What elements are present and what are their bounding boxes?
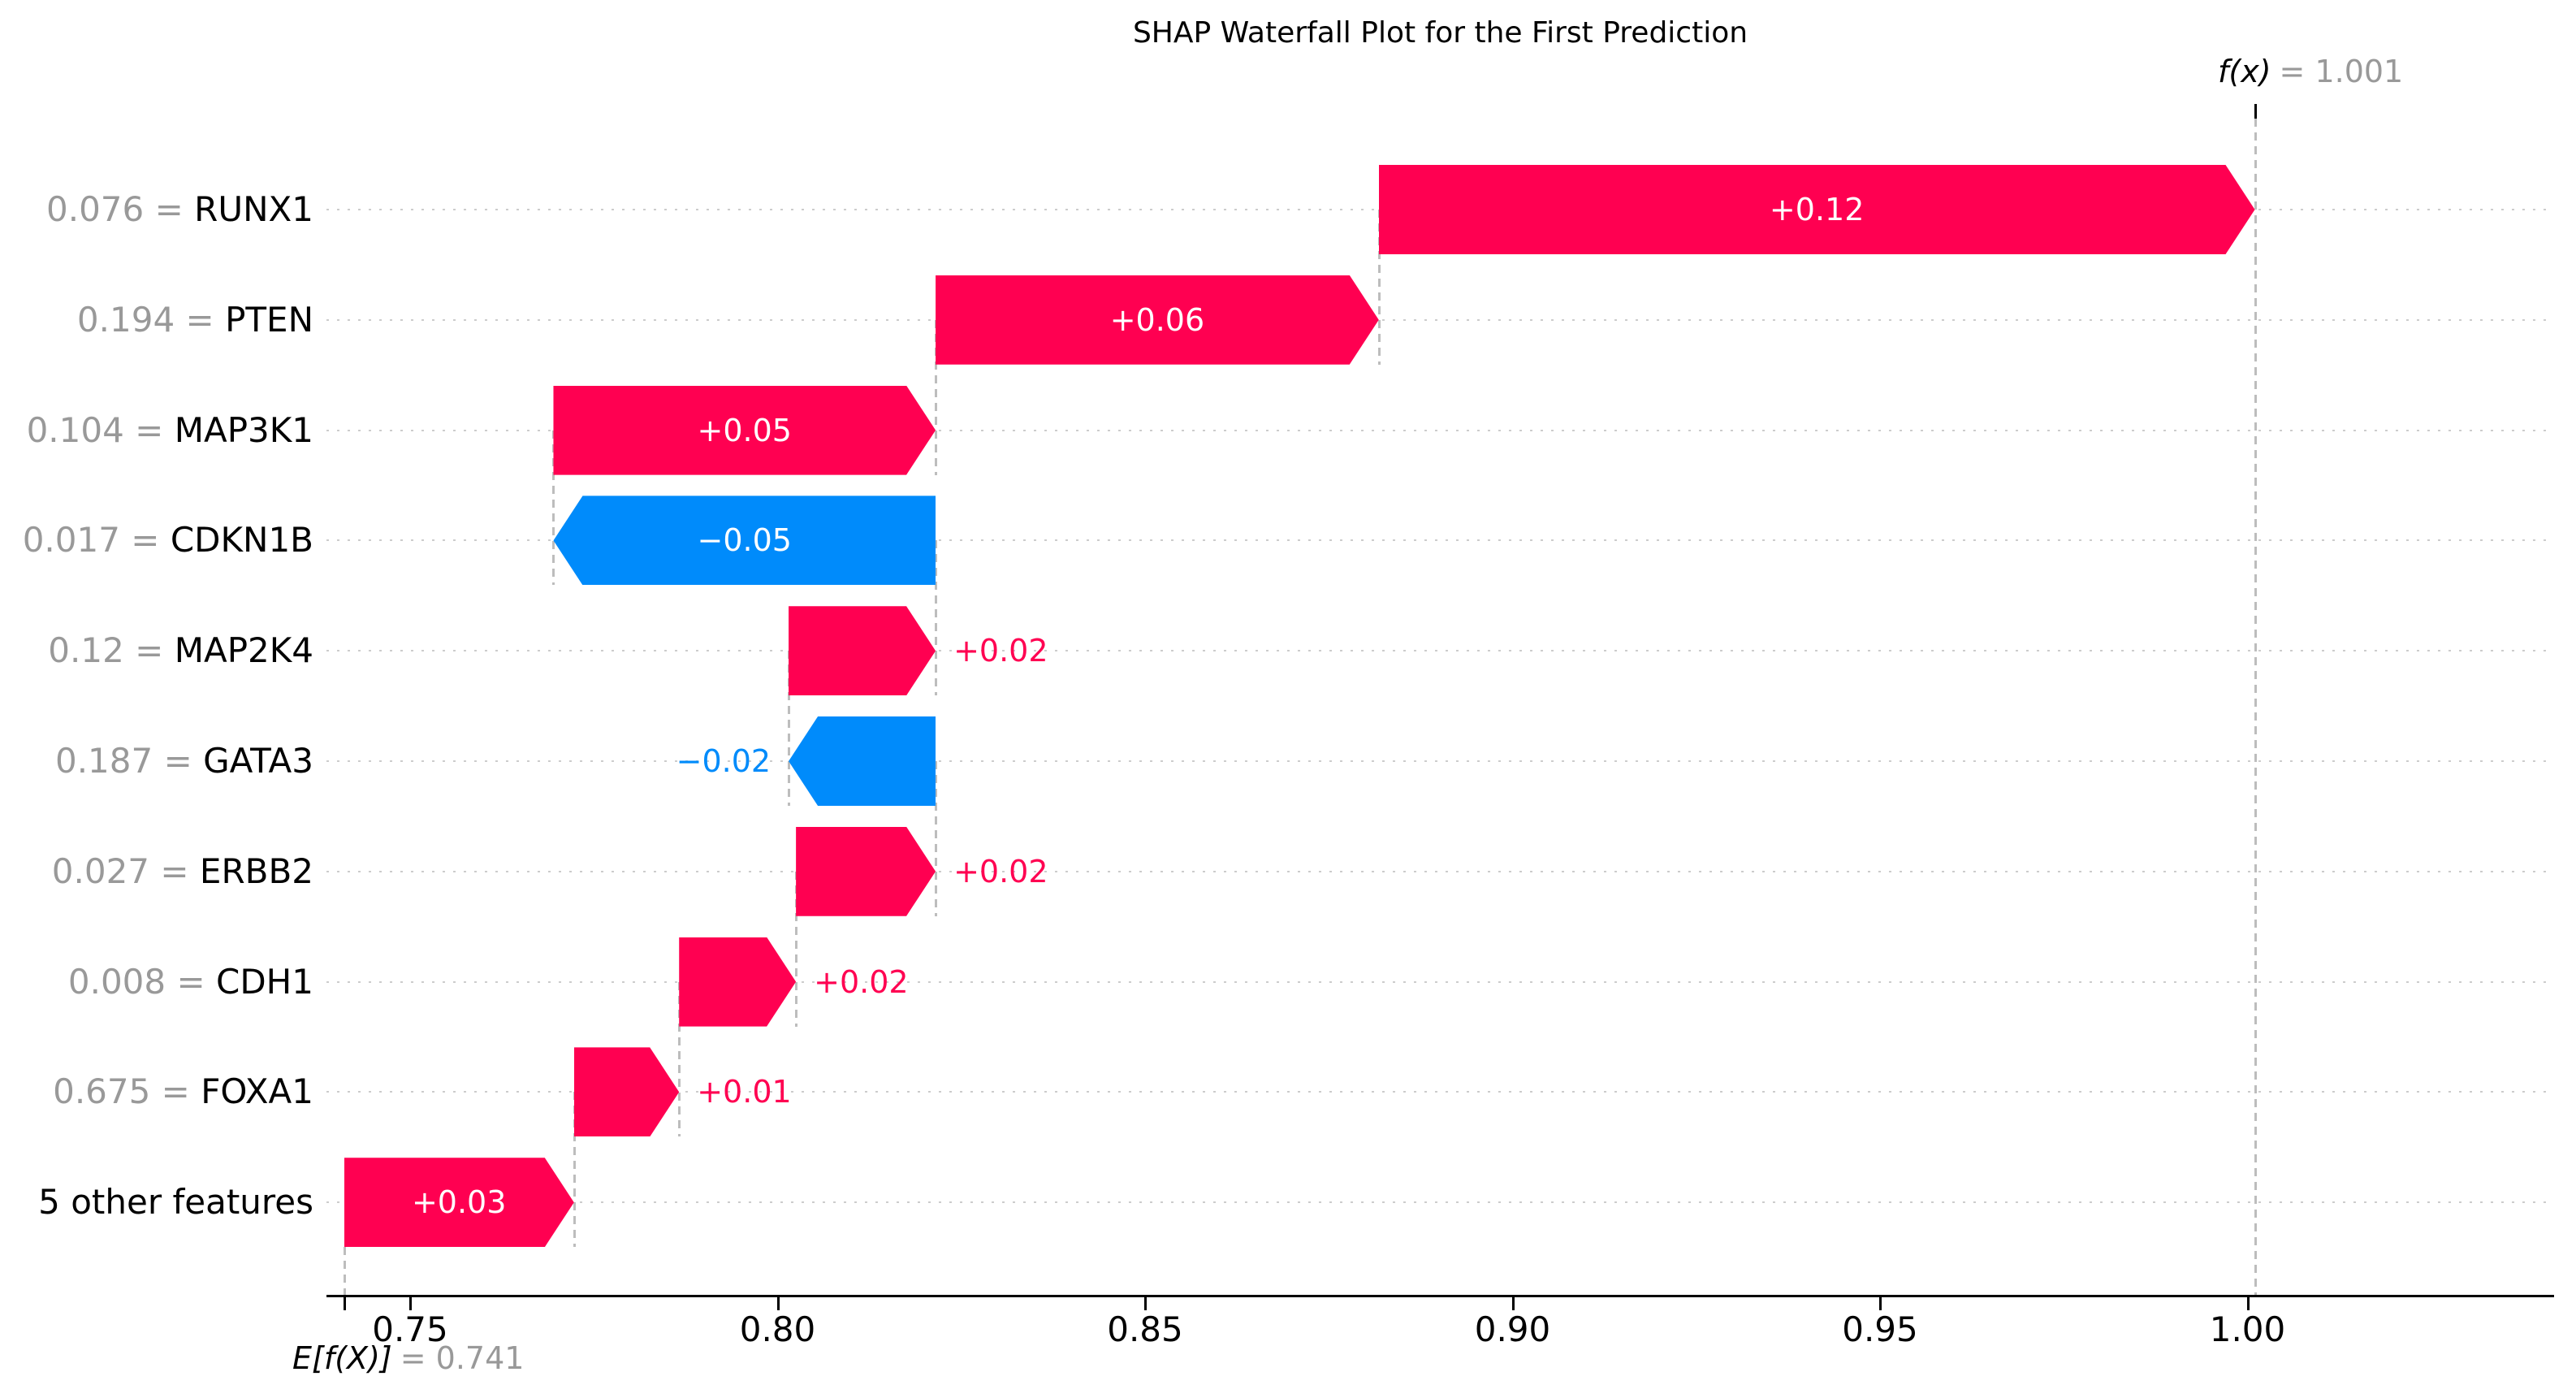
row-gridline bbox=[326, 980, 2554, 983]
feature-value-text: 0.187 = bbox=[54, 741, 204, 781]
connector-dashed-line bbox=[788, 651, 791, 806]
connector-dashed-line bbox=[1377, 210, 1381, 365]
row-gridline bbox=[326, 650, 2554, 652]
x-axis-tick-label: 0.75 bbox=[372, 1309, 448, 1349]
connector-dashed-line bbox=[935, 319, 938, 475]
connector-dashed-line bbox=[573, 1092, 576, 1248]
row-gridline bbox=[326, 1091, 2554, 1093]
feature-label: 0.104 = MAP3K1 bbox=[0, 406, 313, 455]
row-gridline bbox=[326, 870, 2554, 872]
feature-value-text: 0.194 = bbox=[76, 299, 226, 340]
shap-value-label: −0.05 bbox=[697, 522, 792, 559]
shap-value-label: +0.01 bbox=[697, 1074, 792, 1110]
fx-dashed-line bbox=[2254, 119, 2257, 1295]
ef-annotation: E[f(X)] = 0.741 bbox=[292, 1340, 524, 1376]
feature-value-text: 0.076 = bbox=[46, 189, 195, 229]
x-axis-tick bbox=[409, 1297, 412, 1310]
feature-value-text: 0.675 = bbox=[53, 1071, 201, 1112]
feature-name-text: FOXA1 bbox=[201, 1071, 313, 1112]
x-axis-tick-label: 1.00 bbox=[2209, 1309, 2286, 1349]
feature-name-text: GATA3 bbox=[203, 741, 313, 781]
negative-shap-bar bbox=[553, 496, 936, 586]
feature-label: 0.076 = RUNX1 bbox=[0, 185, 313, 234]
ef-annotation-name: E[f(X)] bbox=[292, 1340, 392, 1376]
feature-label: 0.12 = MAP2K4 bbox=[0, 626, 313, 675]
shap-value-label: +0.05 bbox=[697, 412, 792, 448]
positive-shap-bar bbox=[796, 827, 936, 916]
feature-name-text: MAP3K1 bbox=[174, 409, 313, 450]
connector-dashed-line bbox=[795, 871, 798, 1027]
feature-name-text: CDKN1B bbox=[170, 520, 313, 560]
fx-annotation-name: f(x) bbox=[2218, 54, 2271, 89]
chart-title: SHAP Waterfall Plot for the First Predic… bbox=[1132, 16, 1748, 50]
x-axis-tick bbox=[1511, 1297, 1515, 1310]
negative-shap-bar bbox=[789, 716, 936, 806]
feature-value-text: 0.008 = bbox=[67, 961, 217, 1002]
x-axis-tick bbox=[776, 1297, 780, 1310]
shap-value-label: +0.06 bbox=[1109, 301, 1205, 338]
feature-label: 0.675 = FOXA1 bbox=[0, 1067, 313, 1116]
connector-dashed-line bbox=[935, 540, 938, 696]
ef-annotation-value: = 0.741 bbox=[400, 1340, 525, 1376]
row-gridline bbox=[326, 318, 2554, 321]
feature-name-text: ERBB2 bbox=[199, 850, 313, 891]
shap-value-label: +0.02 bbox=[953, 853, 1048, 889]
x-axis-tick bbox=[1144, 1297, 1147, 1310]
connector-dashed-line bbox=[552, 430, 555, 586]
feature-label: 0.017 = CDKN1B bbox=[0, 516, 313, 565]
positive-shap-bar bbox=[1379, 165, 2255, 254]
feature-name-text: 5 other features bbox=[38, 1182, 313, 1223]
ef-bottom-tick bbox=[343, 1297, 346, 1310]
feature-value-text: 0.104 = bbox=[26, 409, 175, 450]
row-gridline bbox=[326, 1201, 2554, 1204]
shap-value-label: −0.02 bbox=[676, 743, 772, 779]
x-axis-tick bbox=[2246, 1297, 2250, 1310]
connector-dashed-line bbox=[935, 761, 938, 916]
fx-annotation: f(x) = 1.001 bbox=[2218, 54, 2403, 89]
fx-top-tick bbox=[2254, 104, 2257, 119]
ef-dashed-line bbox=[343, 1247, 346, 1295]
feature-value-text: 0.12 = bbox=[48, 630, 175, 671]
row-gridline bbox=[326, 760, 2554, 762]
feature-value-text: 0.017 = bbox=[22, 520, 171, 560]
shap-value-label: +0.02 bbox=[814, 963, 909, 1000]
x-axis-tick bbox=[1879, 1297, 1882, 1310]
connector-dashed-line bbox=[678, 981, 681, 1137]
positive-shap-bar bbox=[936, 275, 1379, 365]
positive-shap-bar bbox=[553, 386, 936, 475]
feature-name-text: RUNX1 bbox=[194, 189, 313, 229]
feature-name-text: PTEN bbox=[225, 299, 313, 340]
x-axis-tick-label: 0.95 bbox=[1842, 1309, 1918, 1349]
feature-label: 0.194 = PTEN bbox=[0, 296, 313, 344]
positive-shap-bar bbox=[344, 1158, 574, 1247]
x-axis-tick-label: 0.85 bbox=[1107, 1309, 1183, 1349]
feature-label: 0.027 = ERBB2 bbox=[0, 847, 313, 896]
x-axis-tick-label: 0.90 bbox=[1474, 1309, 1551, 1349]
x-axis-line bbox=[326, 1295, 2554, 1297]
fx-annotation-value: = 1.001 bbox=[2279, 54, 2404, 89]
feature-label: 0.187 = GATA3 bbox=[0, 737, 313, 786]
row-gridline bbox=[326, 429, 2554, 431]
feature-name-text: MAP2K4 bbox=[174, 630, 313, 671]
positive-shap-bar bbox=[789, 606, 936, 695]
feature-name-text: CDH1 bbox=[216, 961, 313, 1002]
shap-value-label: +0.03 bbox=[411, 1184, 507, 1221]
x-axis-tick-label: 0.80 bbox=[739, 1309, 816, 1349]
shap-value-label: +0.02 bbox=[953, 633, 1048, 669]
feature-label: 5 other features bbox=[0, 1178, 313, 1227]
positive-shap-bar bbox=[574, 1047, 679, 1136]
positive-shap-bar bbox=[679, 937, 796, 1027]
feature-value-text: 0.027 = bbox=[51, 850, 200, 891]
shap-value-label: +0.12 bbox=[1769, 192, 1865, 227]
feature-label: 0.008 = CDH1 bbox=[0, 958, 313, 1006]
row-gridline bbox=[326, 539, 2554, 542]
